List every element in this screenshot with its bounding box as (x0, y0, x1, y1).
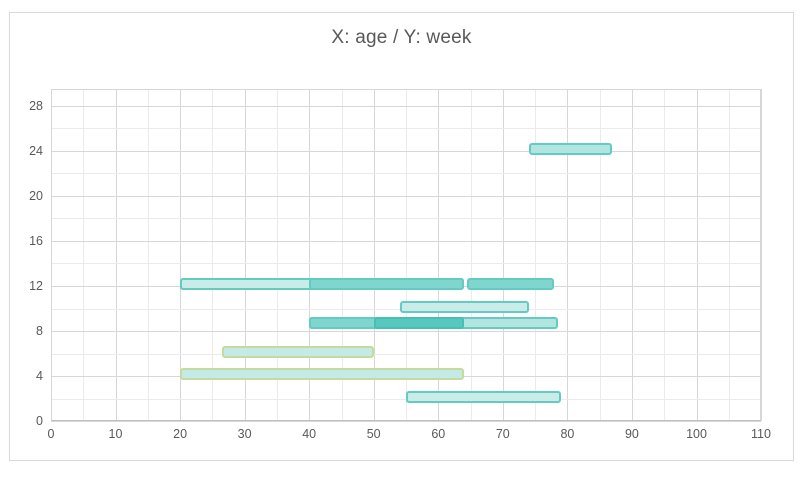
x-gridline-major (373, 89, 375, 421)
x-gridline-minor (664, 89, 666, 421)
x-gridline-minor (83, 89, 85, 421)
x-gridline-major (567, 89, 569, 421)
x-gridline-major (502, 89, 504, 421)
y-gridline-major (51, 105, 761, 107)
x-gridline-major (631, 89, 633, 421)
y-tick-label: 8 (36, 324, 43, 338)
x-tick-label: 10 (108, 427, 123, 441)
x-gridline-minor (470, 89, 472, 421)
range-bar[interactable] (222, 345, 374, 358)
x-gridline-major (696, 89, 698, 421)
x-gridline-minor (599, 89, 601, 421)
x-tick-label: 90 (624, 427, 639, 441)
x-gridline-major (438, 89, 440, 421)
range-bar[interactable] (309, 277, 465, 290)
y-gridline-minor (51, 353, 761, 355)
chart-title: X: age / Y: week (331, 27, 472, 48)
plot-area (51, 89, 762, 422)
x-gridline-major (180, 89, 182, 421)
x-tick-label: 40 (302, 427, 317, 441)
y-tick-label: 0 (36, 414, 43, 428)
x-tick-label: 80 (560, 427, 575, 441)
y-gridline-major (51, 331, 761, 332)
x-gridline-major (115, 89, 117, 421)
range-bar[interactable] (399, 300, 529, 313)
y-tick-label: 4 (36, 369, 43, 383)
y-tick-label: 28 (29, 98, 43, 113)
range-bar[interactable] (467, 277, 555, 290)
x-gridline-major (51, 89, 52, 421)
y-gridline-major (51, 240, 761, 242)
y-tick-label: 20 (29, 188, 43, 203)
y-gridline-minor (51, 263, 761, 265)
y-gridline-major (51, 421, 761, 422)
x-tick-label: 110 (751, 427, 771, 441)
x-gridline-major (761, 89, 762, 421)
x-tick-label: 20 (173, 427, 188, 441)
x-gridline-minor (276, 89, 278, 421)
x-gridline-minor (212, 89, 214, 421)
x-gridline-minor (728, 89, 730, 421)
x-tick-label: 50 (366, 427, 381, 441)
x-gridline-minor (406, 89, 407, 421)
y-tick-label: 24 (29, 143, 43, 158)
range-bar[interactable] (528, 142, 613, 155)
y-tick-label: 12 (29, 278, 43, 293)
x-gridline-major (309, 89, 311, 421)
y-tick-label: 16 (29, 233, 43, 248)
x-tick-label: 100 (686, 427, 707, 441)
x-gridline-minor (535, 89, 537, 421)
x-gridline-major (244, 89, 246, 421)
x-tick-label: 30 (237, 427, 252, 441)
y-gridline-major (51, 150, 761, 152)
x-tick-label: 60 (431, 427, 446, 441)
range-bar[interactable] (373, 317, 465, 330)
range-bar[interactable] (180, 368, 465, 380)
x-gridline-minor (341, 89, 343, 421)
x-gridline-minor (147, 89, 149, 421)
x-tick-label: 70 (495, 427, 510, 441)
y-gridline-minor (51, 218, 761, 220)
y-gridline-minor (51, 128, 761, 130)
y-gridline-minor (51, 173, 761, 175)
y-gridline-major (51, 195, 761, 197)
x-tick-label: 0 (47, 427, 55, 441)
range-bar[interactable] (406, 390, 561, 403)
chart-card: X: age / Y: week 0 10 20 30 40 50 60 70 80 90 100 1… (9, 12, 794, 461)
